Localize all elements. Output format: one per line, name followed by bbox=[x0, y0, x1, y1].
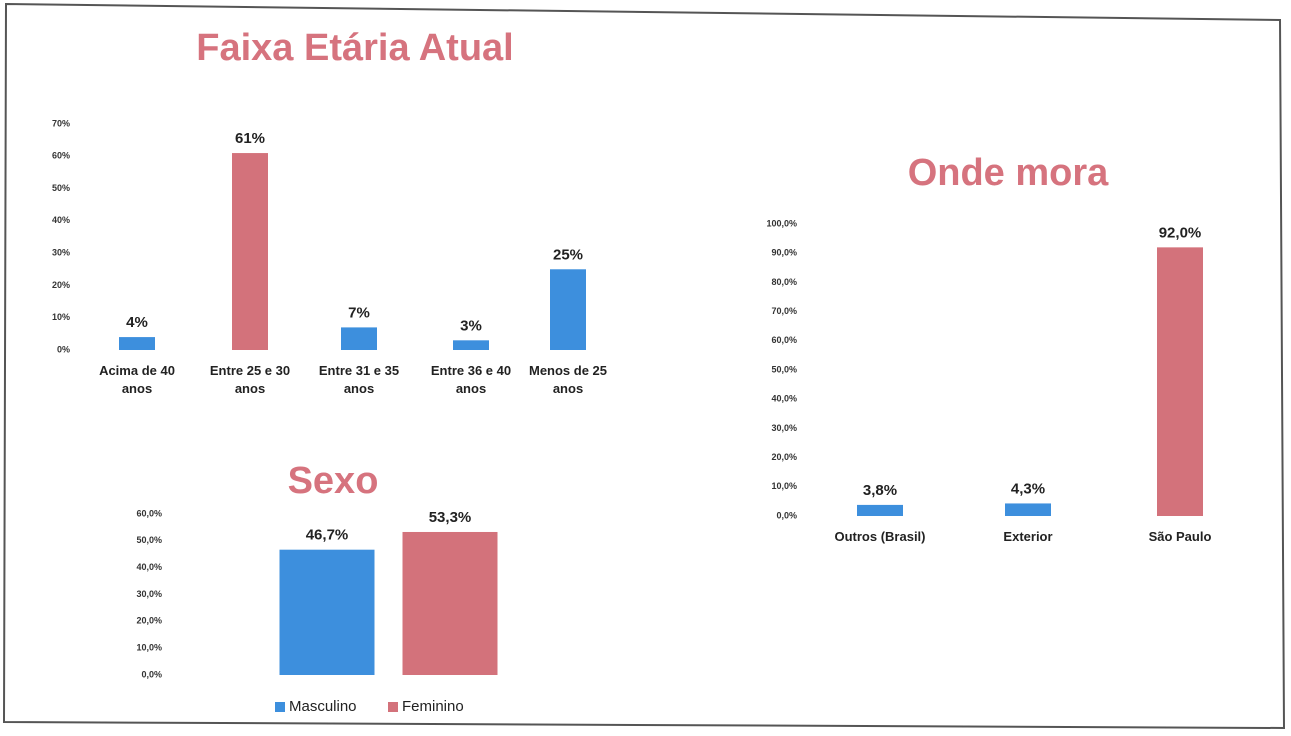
data-label: 46,7% bbox=[306, 527, 349, 544]
y-tick-label: 90,0% bbox=[771, 248, 797, 258]
y-tick-label: 0,0% bbox=[141, 669, 162, 679]
chart-title: Faixa Etária Atual bbox=[196, 27, 514, 69]
x-tick-label: São Paulo bbox=[1148, 529, 1212, 544]
bar bbox=[550, 269, 586, 350]
data-label: 92,0% bbox=[1159, 224, 1202, 241]
x-tick-label: Menos de 25 anos bbox=[528, 363, 608, 396]
y-tick-label: 50% bbox=[52, 183, 70, 193]
bar bbox=[232, 153, 268, 350]
y-tick-label: 50,0% bbox=[771, 364, 797, 374]
y-tick-label: 40% bbox=[52, 215, 70, 225]
x-tick-label: Outros (Brasil) bbox=[834, 529, 926, 544]
data-label: 53,3% bbox=[429, 509, 472, 526]
bar bbox=[1157, 247, 1203, 517]
y-tick-label: 60,0% bbox=[771, 335, 797, 345]
y-tick-label: 20,0% bbox=[136, 616, 162, 626]
data-label: 25% bbox=[553, 246, 583, 263]
y-tick-label: 0% bbox=[57, 344, 70, 354]
y-tick-label: 100,0% bbox=[766, 218, 797, 228]
data-label: 61% bbox=[235, 130, 265, 147]
y-tick-label: 40,0% bbox=[136, 562, 162, 572]
bar bbox=[1005, 503, 1051, 516]
bar bbox=[119, 337, 155, 350]
y-tick-label: 10,0% bbox=[136, 643, 162, 653]
y-tick-label: 20,0% bbox=[771, 452, 797, 462]
y-tick-label: 70,0% bbox=[771, 306, 797, 316]
y-tick-label: 30% bbox=[52, 248, 70, 258]
data-label: 4% bbox=[126, 314, 148, 331]
y-tick-label: 70% bbox=[52, 118, 70, 128]
x-tick-label: Acima de 40 anos bbox=[99, 363, 175, 396]
bar bbox=[341, 327, 377, 350]
y-tick-label: 30,0% bbox=[771, 423, 797, 433]
bar bbox=[279, 549, 375, 675]
data-label: 3% bbox=[460, 317, 482, 334]
data-label: 3,8% bbox=[863, 482, 897, 499]
y-tick-label: 20% bbox=[52, 280, 70, 290]
x-tick-label: Exterior bbox=[1003, 529, 1053, 544]
x-tick-label: Entre 25 e 30 anos bbox=[209, 363, 291, 396]
y-tick-label: 10% bbox=[52, 312, 70, 322]
y-tick-label: 10,0% bbox=[771, 481, 797, 491]
legend-label: Masculino bbox=[289, 698, 357, 715]
x-tick-label: Entre 31 e 35 anos bbox=[318, 363, 400, 396]
data-label: 7% bbox=[348, 304, 370, 321]
y-tick-label: 60% bbox=[52, 151, 70, 161]
legend-swatch bbox=[275, 702, 285, 712]
legend-label: Feminino bbox=[402, 698, 464, 715]
data-label: 4,3% bbox=[1011, 480, 1045, 497]
x-tick-label: Entre 36 e 40 anos bbox=[430, 363, 512, 396]
y-tick-label: 0,0% bbox=[776, 510, 797, 520]
bar bbox=[453, 340, 489, 350]
y-tick-label: 50,0% bbox=[136, 535, 162, 545]
bar bbox=[402, 531, 498, 675]
y-tick-label: 80,0% bbox=[771, 277, 797, 287]
y-tick-label: 30,0% bbox=[136, 589, 162, 599]
y-tick-label: 40,0% bbox=[771, 394, 797, 404]
y-tick-label: 60,0% bbox=[136, 508, 162, 518]
chart-title: Onde mora bbox=[908, 152, 1109, 194]
bar bbox=[857, 504, 903, 516]
chart-title: Sexo bbox=[288, 460, 379, 502]
legend-swatch bbox=[388, 702, 398, 712]
